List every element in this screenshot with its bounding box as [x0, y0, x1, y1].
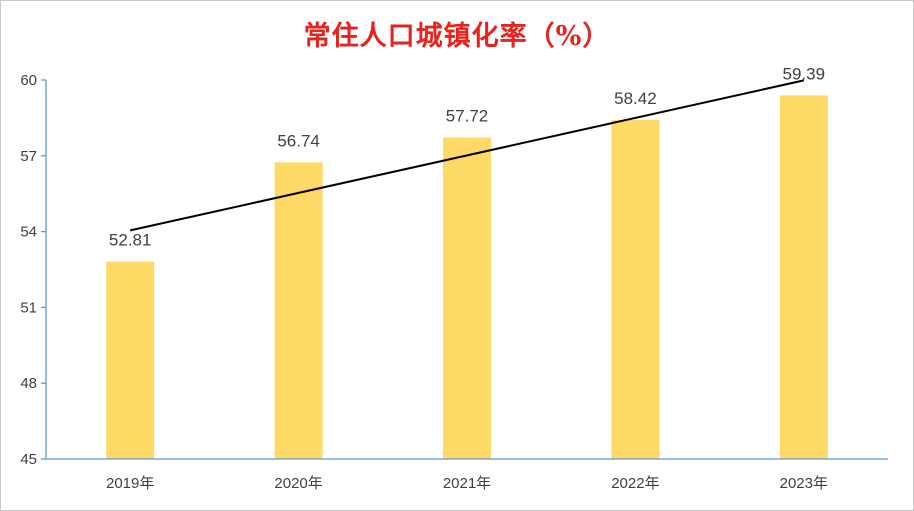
bar-3 [611, 119, 660, 460]
chart-title: 常住人口城镇化率（%） [303, 21, 611, 52]
data-label-4: 59.39 [783, 64, 826, 83]
bar-1 [274, 162, 323, 460]
x-tick-label-0: 2019年 [106, 475, 154, 492]
bar-0 [106, 261, 155, 459]
trendline [129, 79, 805, 232]
y-tick-label-1: 48 [20, 375, 37, 392]
data-label-1: 56.74 [277, 131, 320, 150]
data-label-3: 58.42 [614, 89, 657, 108]
x-tick-label-1: 2020年 [274, 475, 322, 492]
data-label-0: 52.81 [109, 231, 152, 250]
y-tick-label-2: 51 [20, 299, 37, 316]
y-tick-label-5: 60 [20, 72, 37, 89]
x-tick-label-2: 2021年 [443, 475, 491, 492]
x-tick-label-3: 2022年 [611, 475, 659, 492]
y-tick-label-3: 54 [20, 224, 37, 241]
y-tick-label-0: 45 [20, 451, 37, 468]
bar-4 [779, 95, 828, 460]
data-label-2: 57.72 [446, 107, 489, 126]
x-tick-label-4: 2023年 [780, 475, 828, 492]
y-tick-label-4: 57 [20, 148, 37, 165]
bar-2 [443, 137, 491, 459]
